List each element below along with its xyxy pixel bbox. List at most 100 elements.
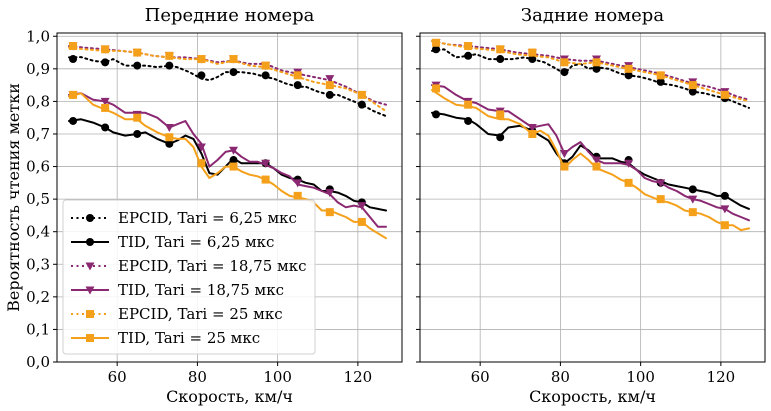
legend-entry: EPCID, Tari = 25 мкс bbox=[118, 305, 283, 323]
series-line bbox=[431, 84, 750, 222]
plot-frame bbox=[56, 32, 403, 363]
data-point bbox=[720, 191, 729, 200]
data-point bbox=[688, 87, 697, 96]
data-point bbox=[592, 156, 602, 165]
data-point bbox=[293, 191, 302, 200]
plot-frame bbox=[419, 32, 766, 363]
data-point bbox=[527, 123, 537, 132]
series-line bbox=[431, 40, 750, 101]
y-tick-label: 0,0 bbox=[26, 353, 50, 371]
legend-entry: TID, Tari = 6,25 мкс bbox=[118, 233, 274, 251]
series-line bbox=[431, 89, 750, 232]
y-tick-label: 0,7 bbox=[26, 125, 50, 143]
data-point bbox=[357, 90, 366, 99]
data-point bbox=[496, 45, 505, 54]
data-point bbox=[261, 61, 270, 70]
legend-entry: EPCID, Tari = 18,75 мкс bbox=[118, 257, 306, 275]
data-point bbox=[496, 110, 505, 119]
data-point bbox=[100, 97, 110, 106]
data-point bbox=[197, 55, 206, 64]
data-point bbox=[720, 90, 729, 99]
data-point bbox=[261, 71, 270, 80]
data-point bbox=[325, 81, 334, 90]
y-tick-label: 0,8 bbox=[26, 92, 50, 110]
data-point bbox=[624, 71, 633, 80]
data-point bbox=[624, 64, 633, 73]
series-2 bbox=[68, 116, 387, 212]
data-point bbox=[656, 195, 665, 204]
x-tick-label: 60 bbox=[471, 368, 490, 386]
data-point bbox=[559, 150, 569, 159]
data-point bbox=[688, 195, 698, 204]
data-point bbox=[165, 61, 174, 70]
data-point bbox=[560, 58, 569, 67]
data-point bbox=[357, 202, 367, 211]
data-point bbox=[133, 113, 142, 122]
panel-2: 60 80 100 120 Задние номера Скорость, км/ч bbox=[416, 5, 766, 406]
series-3 bbox=[431, 39, 750, 101]
data-point bbox=[432, 38, 441, 47]
data-point bbox=[624, 159, 634, 168]
data-point bbox=[464, 116, 473, 125]
y-tick-label: 0,1 bbox=[26, 320, 50, 338]
x-tick-label: 120 bbox=[344, 368, 373, 386]
data-point bbox=[432, 45, 441, 54]
series-1 bbox=[431, 45, 750, 109]
data-point bbox=[69, 55, 78, 64]
x-tick-label: 80 bbox=[188, 368, 207, 386]
data-point bbox=[496, 133, 505, 142]
y-tick-label: 0,3 bbox=[26, 255, 50, 273]
data-point bbox=[528, 48, 537, 57]
data-point bbox=[688, 185, 697, 194]
data-point bbox=[656, 71, 665, 80]
data-point bbox=[101, 123, 110, 132]
legend-marker bbox=[86, 214, 94, 222]
data-point bbox=[101, 103, 110, 112]
data-point bbox=[101, 45, 110, 54]
data-point bbox=[464, 51, 473, 60]
data-point bbox=[560, 68, 569, 77]
legend-entry: TID, Tari = 25 мкс bbox=[118, 329, 260, 347]
y-tick-label: 0,2 bbox=[26, 288, 50, 306]
x-tick-label: 60 bbox=[108, 368, 127, 386]
data-point bbox=[229, 68, 238, 77]
data-point bbox=[464, 42, 473, 51]
legend-marker bbox=[85, 262, 95, 271]
data-point bbox=[133, 48, 142, 57]
series-5 bbox=[68, 42, 387, 113]
data-point bbox=[133, 129, 142, 138]
data-point bbox=[432, 110, 441, 119]
data-point bbox=[261, 175, 270, 184]
data-point bbox=[293, 81, 302, 90]
data-point bbox=[197, 71, 206, 80]
y-tick-label: 1,0 bbox=[26, 27, 50, 45]
data-point bbox=[325, 90, 334, 99]
legend-marker bbox=[86, 334, 94, 342]
data-point bbox=[357, 100, 366, 109]
legend-marker bbox=[86, 310, 94, 318]
data-point bbox=[528, 129, 537, 138]
data-point bbox=[196, 143, 206, 152]
data-point bbox=[688, 208, 697, 217]
data-point bbox=[624, 178, 633, 187]
data-point bbox=[528, 55, 537, 64]
x-tick-label: 80 bbox=[551, 368, 570, 386]
data-point bbox=[293, 71, 302, 80]
data-point bbox=[293, 179, 303, 188]
data-point bbox=[325, 189, 335, 198]
legend: EPCID, Tari = 6,25 мкс TID, Tari = 6,25 м… bbox=[62, 199, 316, 355]
panel-1: 60 80 100 120 0,0 0,1 0,2 0,3 0,4 0,5 0,6 0,7 0,8 0,9… bbox=[4, 5, 403, 406]
series-5 bbox=[431, 38, 750, 103]
data-point bbox=[165, 133, 174, 142]
data-point bbox=[656, 77, 665, 86]
y-tick-label: 0,6 bbox=[26, 158, 50, 176]
x-tick-label: 100 bbox=[263, 368, 292, 386]
x-axis-label: Скорость, км/ч bbox=[529, 387, 656, 406]
data-point bbox=[69, 90, 78, 99]
data-point bbox=[325, 75, 335, 84]
series-6 bbox=[68, 90, 387, 240]
x-axis-label: Скорость, км/ч bbox=[166, 387, 293, 406]
data-point bbox=[229, 146, 239, 155]
y-axis-label: Вероятность чтения метки bbox=[4, 83, 23, 312]
